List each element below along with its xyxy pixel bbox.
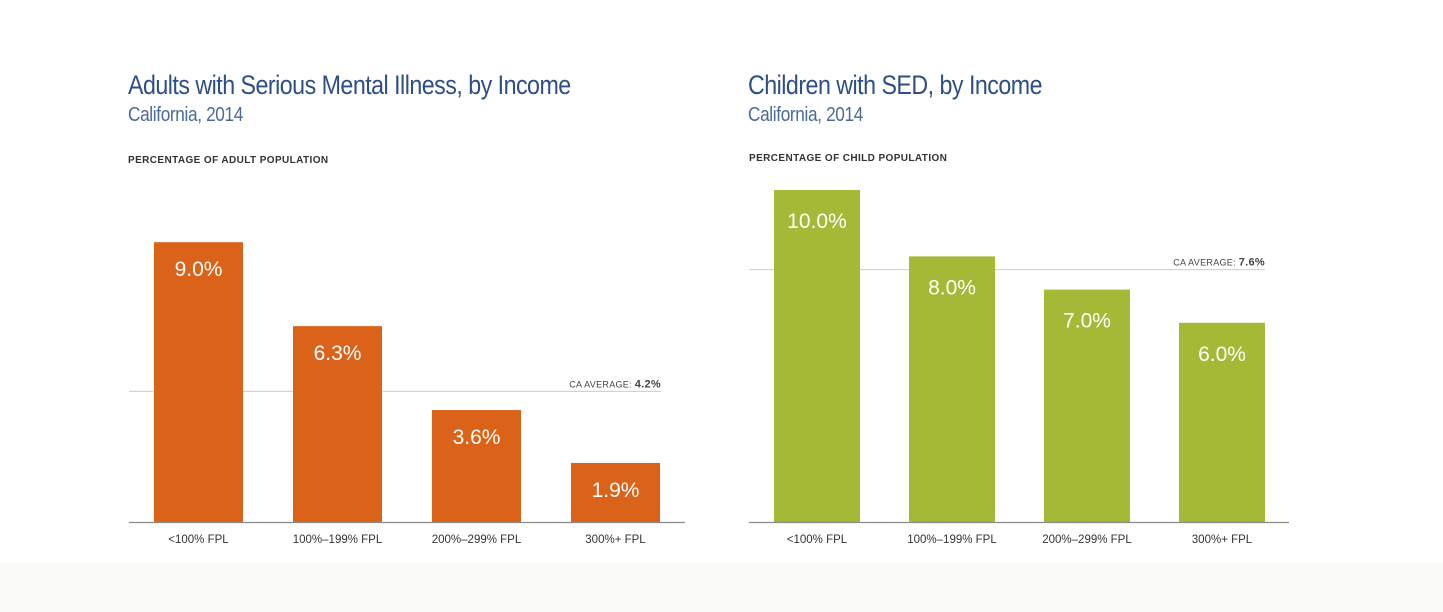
bar-value-label: 6.3% [314,342,362,365]
bar-value-label: 10.0% [787,210,847,233]
ca-average-text: CA AVERAGE: [1173,258,1238,268]
bar [293,326,382,522]
bar-value-label: 1.9% [592,479,640,502]
bar-value-label: 3.6% [453,426,501,449]
x-tick-label: 300%+ FPL [1192,534,1253,546]
footer-band [0,563,1443,612]
x-tick-label: 100%–199% FPL [907,534,997,546]
chart-subtitle: California, 2014 [748,104,863,126]
bar [571,462,660,522]
bar [154,242,243,522]
chart-title: Children with SED, by Income [748,70,1043,100]
ca-average-value: 4.2% [635,378,661,390]
y-axis-label: PERCENTAGE OF CHILD POPULATION [749,153,948,164]
x-tick-label: 200%–299% FPL [432,534,522,546]
children-bar-chart: 10.0% <100% FPL 8.0% 100%–199% FPL 7.0% 200%–… [749,190,1289,546]
bar [909,256,995,522]
x-tick-label: 200%–299% FPL [1042,534,1132,546]
x-tick-label: 100%–199% FPL [293,534,383,546]
ca-average-text: CA AVERAGE: [569,379,634,389]
chart-subtitle: California, 2014 [128,104,243,126]
y-axis-label: PERCENTAGE OF ADULT POPULATION [128,155,329,166]
x-tick-label: <100% FPL [787,534,848,546]
x-tick-label: <100% FPL [168,534,229,546]
bar-value-label: 9.0% [175,258,223,281]
adults-bar-chart: 9.0% <100% FPL 6.3% 100%–199% FPL 3.6% 200%–2… [129,242,685,546]
ca-average-label: CA AVERAGE: 7.6% [1173,257,1265,269]
bar [774,190,860,522]
bar [432,410,521,522]
bar [1044,289,1130,522]
ca-average-value: 7.6% [1239,257,1265,269]
bar-value-label: 8.0% [928,276,976,299]
bar-value-label: 7.0% [1063,310,1111,333]
chart-title: Adults with Serious Mental Illness, by I… [128,70,571,100]
bar [1179,322,1265,522]
bar-value-label: 6.0% [1198,343,1246,366]
children-chart-panel: Children with SED, by Income California,… [720,0,1443,563]
ca-average-label: CA AVERAGE: 4.2% [569,378,661,390]
adults-chart-panel: Adults with Serious Mental Illness, by I… [0,0,720,563]
x-tick-label: 300%+ FPL [585,534,646,546]
